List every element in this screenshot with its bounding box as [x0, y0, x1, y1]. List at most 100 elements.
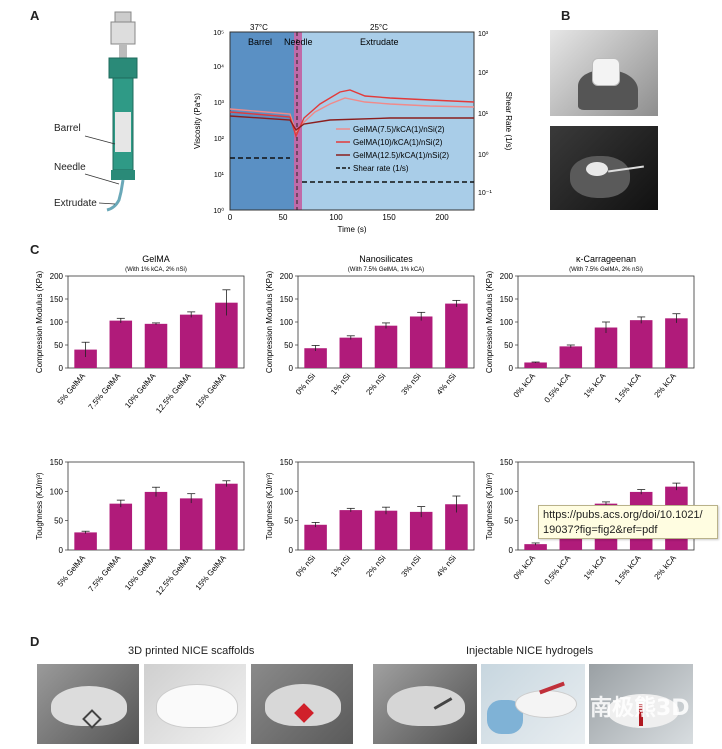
- ytick-label-3-1: 50: [54, 517, 63, 526]
- xtick-4: 200: [435, 213, 449, 222]
- category-label-0-3: 12.5% GelMA: [154, 371, 193, 415]
- zone-barrel: Barrel: [248, 37, 272, 47]
- bar-4-4: [445, 504, 468, 550]
- x-axis-label: Time (s): [337, 225, 366, 234]
- chart-title-1: Nanosilicates: [359, 254, 413, 264]
- bar-2-3: [629, 320, 653, 368]
- ytick-0: 10⁰: [213, 207, 224, 215]
- category-label-3-0: 5% GelMA: [56, 553, 88, 589]
- photo-d-5: [481, 664, 585, 744]
- bar-0-0: [74, 349, 97, 368]
- ytick-label-5-3: 150: [500, 458, 514, 467]
- zone-extrudate: Extrudate: [360, 37, 399, 47]
- ytick-label-5-0: 0: [509, 546, 514, 555]
- zone-needle: Needle: [284, 37, 313, 47]
- category-label-1-1: 1% nSi: [329, 371, 352, 396]
- category-label-3-1: 7.5% GelMA: [87, 553, 123, 594]
- chart-title-0: GelMA: [142, 254, 170, 264]
- xtick-0: 0: [228, 213, 233, 222]
- category-label-2-4: 2% kCA: [652, 371, 678, 399]
- bar-1-0: [304, 348, 327, 368]
- xtick-1: 50: [279, 213, 288, 222]
- bar-2-1: [559, 346, 583, 368]
- photo-d-4: [373, 664, 477, 744]
- bar-4-3: [409, 511, 433, 550]
- y2tick-0: 10⁻¹: [478, 190, 492, 197]
- category-label-2-3: 1.5% kCA: [613, 371, 643, 405]
- ytick-label-0-0: 0: [59, 364, 64, 373]
- watermark-text: 南极熊3D: [590, 696, 690, 721]
- bar-3-3: [179, 498, 203, 550]
- legend-series-3: GelMA(12.5)/kCA(1)/nSi(2): [353, 151, 449, 160]
- ytick-label-3-0: 0: [59, 546, 64, 555]
- category-label-0-1: 7.5% GelMA: [87, 371, 123, 412]
- panel-label-d: D: [30, 634, 40, 649]
- ytick-label-2-1: 50: [504, 341, 513, 350]
- ytick-label-2-3: 150: [500, 295, 514, 304]
- ytick-label-1-4: 200: [280, 272, 294, 281]
- y2tick-3: 10²: [478, 70, 489, 77]
- label-extrudate: Extrudate: [54, 198, 97, 209]
- ytick-1: 10¹: [214, 172, 225, 179]
- bar-2-4: [665, 318, 688, 368]
- panel-c-bar-charts: GelMA (With 1% kCA, 2% nSi) 0 50 100 150 200 Co…: [35, 254, 695, 597]
- legend-series-2: GelMA(10)/kCA(1)/nSi(2): [353, 138, 443, 147]
- bar-4-1: [339, 510, 363, 550]
- category-label-2-0: 0% kCA: [512, 371, 538, 399]
- category-label-4-2: 2% nSi: [364, 553, 387, 578]
- bar-3-0: [74, 532, 97, 550]
- ytick-label-0-3: 150: [50, 295, 64, 304]
- ytick-2: 10²: [214, 136, 225, 143]
- ytick-label-4-0: 0: [289, 546, 294, 555]
- chart-subtitle-2: (With 7.5% GelMA, 2% nSi): [569, 267, 643, 273]
- zone-25c: 25°C: [370, 23, 388, 32]
- category-label-5-0: 0% kCA: [512, 553, 538, 581]
- category-label-4-0: 0% nSi: [294, 553, 317, 578]
- bar-3-4: [215, 483, 238, 550]
- panel-label-b: B: [561, 8, 571, 23]
- category-label-3-2: 10% GelMA: [123, 553, 158, 592]
- category-label-1-0: 0% nSi: [294, 371, 317, 396]
- bar-5-0: [524, 544, 547, 550]
- chart-subtitle-0: (With 1% kCA, 2% nSi): [125, 267, 187, 273]
- zone-37c: 37°C: [250, 23, 268, 32]
- category-label-5-4: 2% kCA: [652, 553, 678, 581]
- label-needle: Needle: [54, 162, 86, 173]
- ytick-label-5-2: 100: [500, 487, 514, 496]
- rheology-chart: 37°C 25°C Barrel Needle Extrudate GelMA(…: [193, 23, 513, 234]
- caption-3d-printed: 3D printed NICE scaffolds: [128, 645, 255, 657]
- category-label-1-2: 2% nSi: [364, 371, 387, 396]
- label-barrel: Barrel: [54, 123, 81, 134]
- y2tick-2: 10¹: [478, 111, 489, 118]
- category-label-2-2: 1% kCA: [582, 371, 608, 399]
- y-axis-label: Viscosity (Pa*s): [193, 93, 202, 149]
- category-label-5-1: 0.5% kCA: [543, 553, 573, 587]
- bar-1-1: [339, 337, 363, 368]
- ytick-label-3-3: 150: [50, 458, 64, 467]
- y2tick-4: 10³: [478, 31, 489, 38]
- url-tooltip: https://pubs.acs.org/doi/10.1021/ 19037?…: [538, 505, 718, 539]
- bar-0-1: [109, 320, 133, 368]
- bar-0-2: [144, 323, 168, 368]
- ytick-label-2-2: 100: [500, 318, 514, 327]
- caption-injectable: Injectable NICE hydrogels: [466, 645, 594, 657]
- ytick-label-4-3: 150: [280, 458, 294, 467]
- category-label-0-0: 5% GelMA: [56, 371, 88, 407]
- bar-2-0: [524, 362, 547, 368]
- category-label-3-4: 15% GelMA: [194, 553, 229, 592]
- ytick-label-3-2: 100: [50, 487, 64, 496]
- y-axis-label-0: Compression Modulus (KPa): [35, 271, 44, 374]
- photo-d-6: [589, 664, 693, 744]
- panel-label-c: C: [30, 242, 40, 257]
- legend-series-4: Shear rate (1/s): [353, 164, 409, 173]
- photo-d-1: [37, 664, 139, 744]
- ytick-4: 10⁴: [213, 64, 224, 71]
- ytick-label-0-1: 50: [54, 341, 63, 350]
- photo-d-3: [251, 664, 353, 744]
- ytick-label-2-4: 200: [500, 272, 514, 281]
- y-axis-label-2: Compression Modulus (KPa): [485, 271, 494, 374]
- ytick-label-1-1: 50: [284, 341, 293, 350]
- category-label-4-4: 4% nSi: [435, 553, 458, 578]
- ytick-label-2-0: 0: [509, 364, 514, 373]
- bar-4-0: [304, 524, 327, 550]
